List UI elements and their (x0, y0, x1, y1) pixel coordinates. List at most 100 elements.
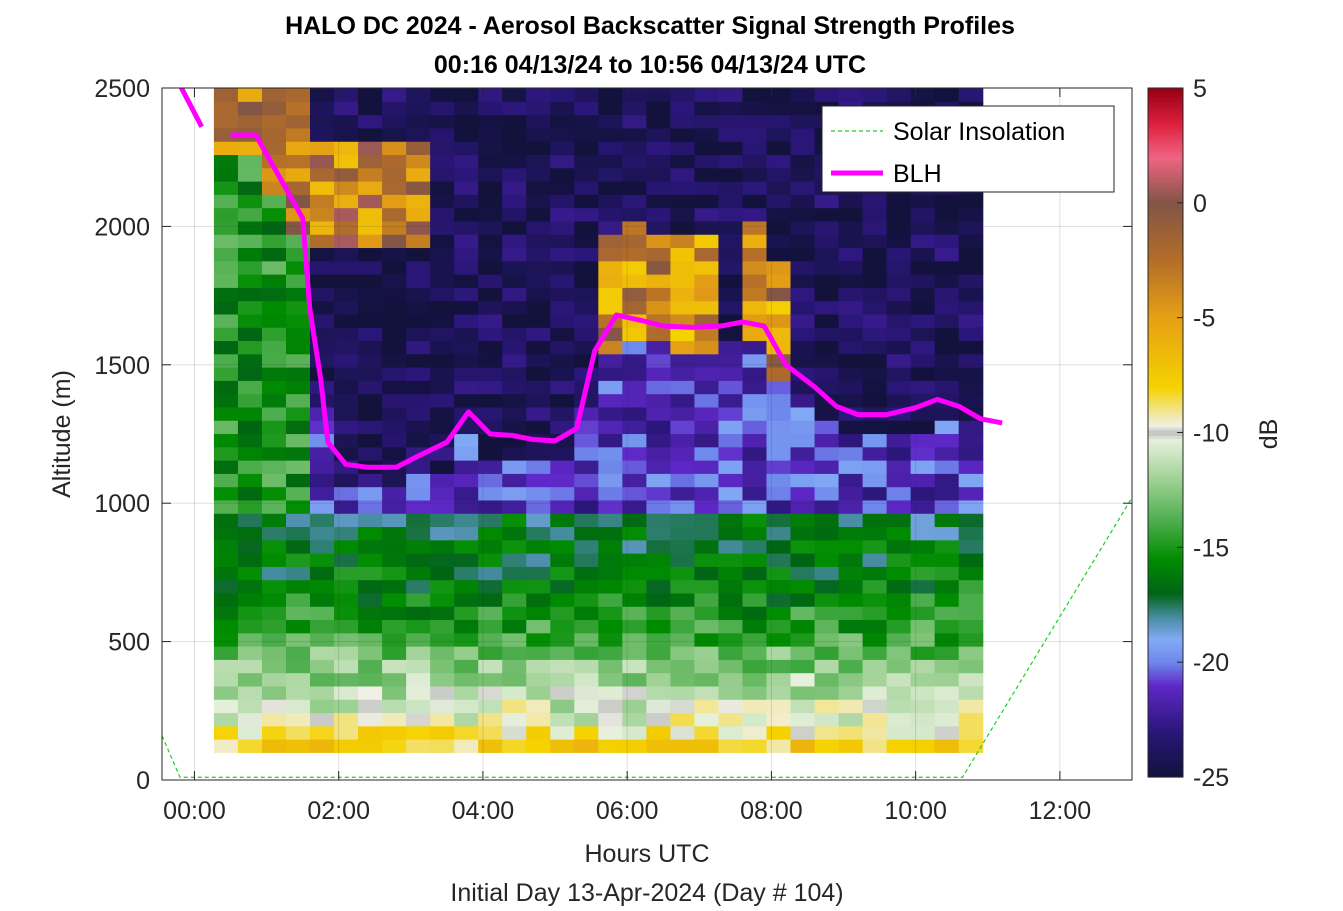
colorbar-segment (1148, 145, 1183, 149)
heatmap-cell (334, 699, 359, 714)
colorbar-segment (1148, 105, 1183, 109)
heatmap-cell (694, 353, 720, 368)
heatmap-cell (550, 513, 575, 528)
heatmap-cell (694, 154, 720, 169)
heatmap-cell (454, 353, 479, 368)
colorbar-segment (1148, 326, 1183, 330)
heatmap-cell (934, 553, 960, 567)
heatmap-cell (814, 367, 840, 381)
heatmap-cell (742, 340, 768, 355)
heatmap-cell (502, 526, 527, 541)
heatmap-cell (886, 619, 912, 634)
heatmap-cell (310, 725, 335, 740)
heatmap-cell (261, 181, 287, 195)
heatmap-cell (670, 632, 696, 647)
heatmap-cell (958, 433, 984, 448)
heatmap-cell (862, 566, 888, 581)
heatmap-cell (694, 672, 720, 687)
heatmap-cell (334, 539, 359, 554)
colorbar-segment (1148, 708, 1183, 712)
heatmap-cell (718, 579, 744, 594)
heatmap-cell (910, 685, 936, 700)
heatmap-cell (334, 592, 359, 607)
x-tick-label: 02:00 (307, 797, 370, 825)
heatmap-cell (213, 672, 239, 687)
heatmap-cell (550, 300, 575, 315)
heatmap-cell (502, 513, 527, 528)
heatmap-cell (358, 340, 383, 355)
heatmap-cell (382, 327, 407, 342)
heatmap-cell (718, 260, 744, 275)
colorbar-segment (1148, 277, 1183, 281)
heatmap-cell (261, 207, 287, 222)
heatmap-cell (237, 526, 263, 541)
heatmap-cell (958, 247, 984, 262)
heatmap-cell (478, 539, 503, 554)
heatmap-cell (910, 313, 936, 328)
heatmap-cell (310, 712, 335, 727)
heatmap-cell (310, 739, 335, 753)
heatmap-cell (694, 380, 720, 395)
heatmap-cell (382, 353, 407, 368)
heatmap-cell (502, 739, 527, 753)
heatmap-cell (814, 646, 840, 660)
heatmap-cell (862, 486, 888, 501)
heatmap-cell (694, 406, 720, 421)
heatmap-cell (694, 513, 720, 528)
heatmap-cell (646, 88, 671, 102)
heatmap-cell (814, 632, 840, 647)
heatmap-cell (478, 446, 503, 461)
heatmap-cell (454, 114, 479, 129)
colorbar-segment (1148, 441, 1183, 445)
heatmap-cell (886, 712, 912, 727)
heatmap-cell (310, 127, 335, 142)
heatmap-cell (598, 433, 623, 448)
heatmap-cell (598, 207, 623, 222)
heatmap-cell (574, 632, 599, 647)
heatmap-cell (886, 725, 912, 740)
heatmap-cell (454, 725, 479, 740)
heatmap-cell (430, 513, 455, 528)
heatmap-cell (526, 287, 551, 302)
heatmap-cell (646, 327, 671, 342)
heatmap-cell (670, 659, 696, 674)
colorbar-segment (1148, 125, 1183, 129)
heatmap-cell (261, 194, 287, 209)
heatmap-cell (694, 619, 720, 634)
heatmap-cell (742, 632, 768, 647)
heatmap-cell (526, 101, 551, 116)
heatmap-cell (285, 181, 311, 195)
heatmap-cell (622, 672, 647, 687)
heatmap-cell (454, 393, 479, 408)
heatmap-cell (910, 592, 936, 607)
heatmap-cell (790, 420, 816, 435)
heatmap-cell (910, 287, 936, 302)
heatmap-cell (694, 274, 720, 288)
heatmap-cell (934, 646, 960, 660)
heatmap-cell (213, 553, 239, 567)
heatmap-cell (261, 499, 287, 514)
heatmap-cell (334, 127, 359, 142)
colorbar-segment (1148, 260, 1183, 264)
heatmap-cell (574, 685, 599, 700)
heatmap-cell (382, 553, 407, 567)
heatmap-cell (310, 300, 335, 315)
heatmap-cell (526, 313, 551, 328)
heatmap-cell (910, 220, 936, 235)
heatmap-cell (454, 619, 479, 634)
heatmap-cell (237, 460, 263, 474)
heatmap-cell (382, 446, 407, 461)
heatmap-cell (886, 247, 912, 262)
heatmap-cell (814, 473, 840, 488)
heatmap-cell (526, 460, 551, 474)
heatmap-cell (574, 619, 599, 634)
heatmap-cell (790, 300, 816, 315)
heatmap-cell (334, 327, 359, 342)
heatmap-cell (694, 88, 720, 102)
heatmap-cell (334, 566, 359, 581)
heatmap-cell (526, 712, 551, 727)
heatmap-cell (766, 473, 792, 488)
heatmap-cell (478, 566, 503, 581)
colorbar-segment (1148, 102, 1183, 106)
colorbar-segment (1148, 197, 1183, 201)
